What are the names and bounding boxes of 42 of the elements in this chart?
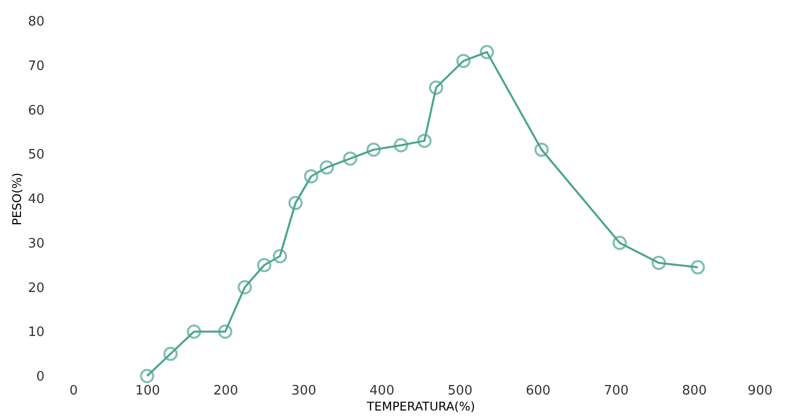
point [480, 44, 494, 60]
point [163, 346, 178, 361]
point [429, 80, 444, 95]
point [140, 368, 154, 384]
x-tick-label: 900 [748, 384, 772, 398]
y-tick-label: 80 [28, 14, 44, 30]
x-tick-label: 400 [370, 384, 394, 398]
point [612, 236, 627, 250]
x-tick-label: 0 [70, 384, 78, 398]
x-tick-label: 100 [135, 384, 160, 398]
point [288, 196, 303, 210]
point [218, 324, 232, 339]
point [366, 142, 381, 157]
y-tick-label: 40 [28, 192, 44, 207]
point [534, 142, 549, 157]
point [417, 134, 432, 148]
point [272, 249, 288, 264]
point [456, 54, 471, 68]
x-tick-label: 700 [604, 384, 629, 398]
point [320, 160, 334, 175]
x-tick-label: 600 [526, 384, 551, 398]
y-tick-label: 0 [36, 370, 44, 384]
x-tick-label: 800 [682, 384, 707, 398]
point [238, 280, 252, 294]
point [186, 324, 202, 339]
y-tick-label: 10 [28, 325, 44, 340]
y-tick-label: 20 [28, 280, 44, 296]
y-tick-label: 60 [28, 103, 44, 118]
y-axis-title: PESO(%) [10, 172, 24, 226]
point [652, 256, 666, 270]
point [257, 258, 272, 272]
point [394, 138, 408, 152]
y-tick-label: 50 [28, 148, 44, 163]
x-tick-label: 300 [291, 384, 316, 398]
point [304, 169, 318, 184]
point [343, 151, 358, 166]
point [690, 260, 705, 274]
x-axis-title: TEMPERATURA(%) [366, 400, 476, 414]
x-tick-label: 500 [448, 384, 472, 398]
y-tick-label: 70 [28, 58, 44, 74]
y-tick-label: 30 [28, 236, 44, 252]
x-tick-label: 200 [213, 384, 238, 398]
